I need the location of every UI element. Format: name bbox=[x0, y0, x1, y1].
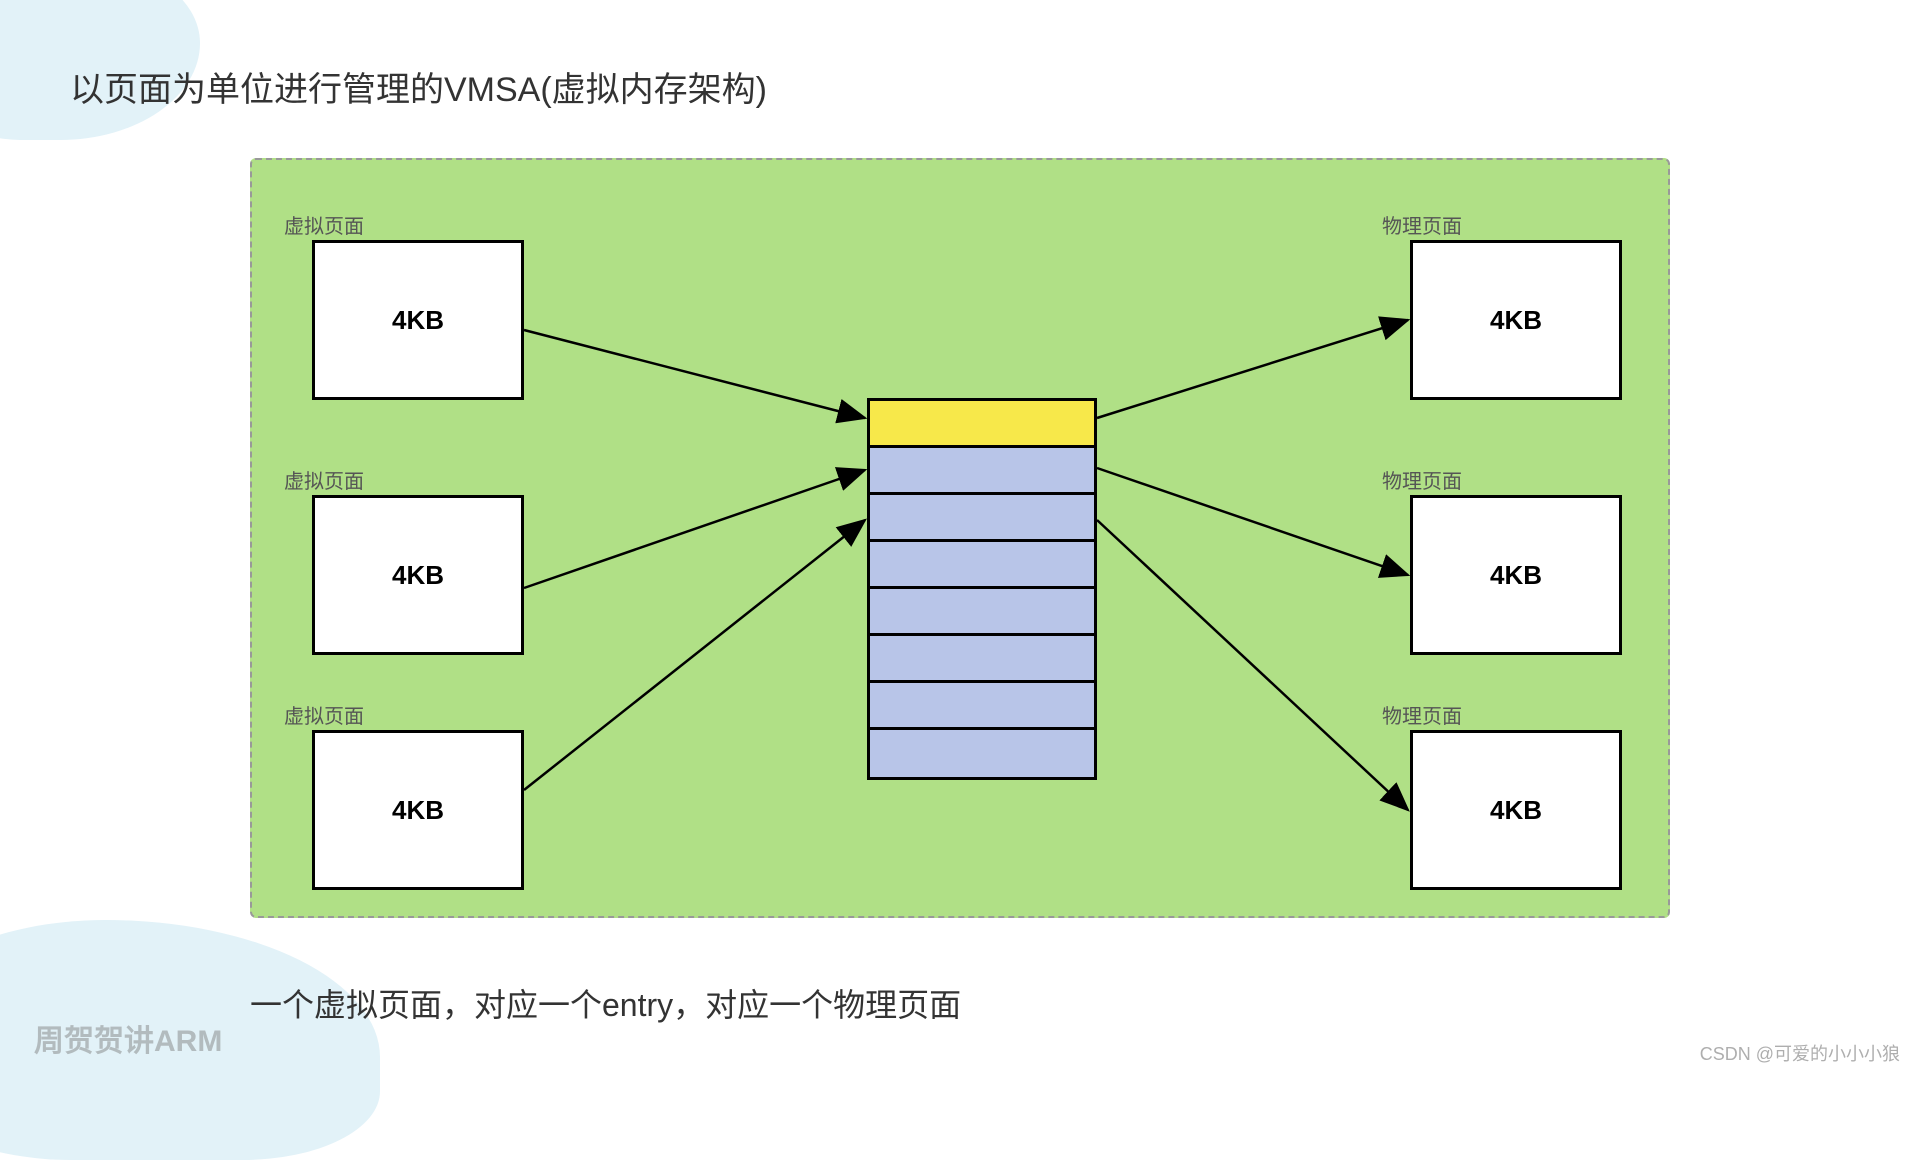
physical-page-label: 物理页面 bbox=[1382, 210, 1462, 239]
watermark-csdn: CSDN @可爱的小小小狼 bbox=[1700, 1040, 1900, 1066]
page-table-entry bbox=[870, 636, 1094, 683]
watermark-author: 周贺贺讲ARM bbox=[34, 1016, 222, 1060]
virtual-page-label: 虚拟页面 bbox=[284, 700, 364, 729]
page-table-entry bbox=[870, 448, 1094, 495]
virtual-page-box: 4KB bbox=[312, 495, 524, 655]
page-table-entry bbox=[870, 542, 1094, 589]
virtual-page-box: 4KB bbox=[312, 240, 524, 400]
physical-page-label: 物理页面 bbox=[1382, 465, 1462, 494]
mapping-arrow bbox=[524, 520, 865, 790]
physical-page-box: 4KB bbox=[1410, 240, 1622, 400]
mapping-arrow bbox=[524, 470, 865, 588]
mapping-arrow bbox=[1097, 468, 1408, 575]
physical-page-box: 4KB bbox=[1410, 730, 1622, 890]
diagram-caption: 一个虚拟页面，对应一个entry，对应一个物理页面 bbox=[250, 980, 961, 1026]
diagram-container: 虚拟页面4KB虚拟页面4KB虚拟页面4KB物理页面4KB物理页面4KB物理页面4… bbox=[250, 158, 1670, 918]
mapping-arrow bbox=[1097, 520, 1408, 810]
physical-page-box: 4KB bbox=[1410, 495, 1622, 655]
page-table-entry bbox=[870, 495, 1094, 542]
page-table-entry bbox=[870, 730, 1094, 777]
page-table-entry bbox=[870, 401, 1094, 448]
physical-page-label: 物理页面 bbox=[1382, 700, 1462, 729]
virtual-page-label: 虚拟页面 bbox=[284, 465, 364, 494]
page-title: 以页面为单位进行管理的VMSA(虚拟内存架构) bbox=[70, 62, 767, 111]
page-table bbox=[867, 398, 1097, 780]
mapping-arrow bbox=[524, 330, 865, 418]
virtual-page-box: 4KB bbox=[312, 730, 524, 890]
page-table-entry bbox=[870, 683, 1094, 730]
virtual-page-label: 虚拟页面 bbox=[284, 210, 364, 239]
mapping-arrow bbox=[1097, 320, 1408, 418]
page-table-entry bbox=[870, 589, 1094, 636]
